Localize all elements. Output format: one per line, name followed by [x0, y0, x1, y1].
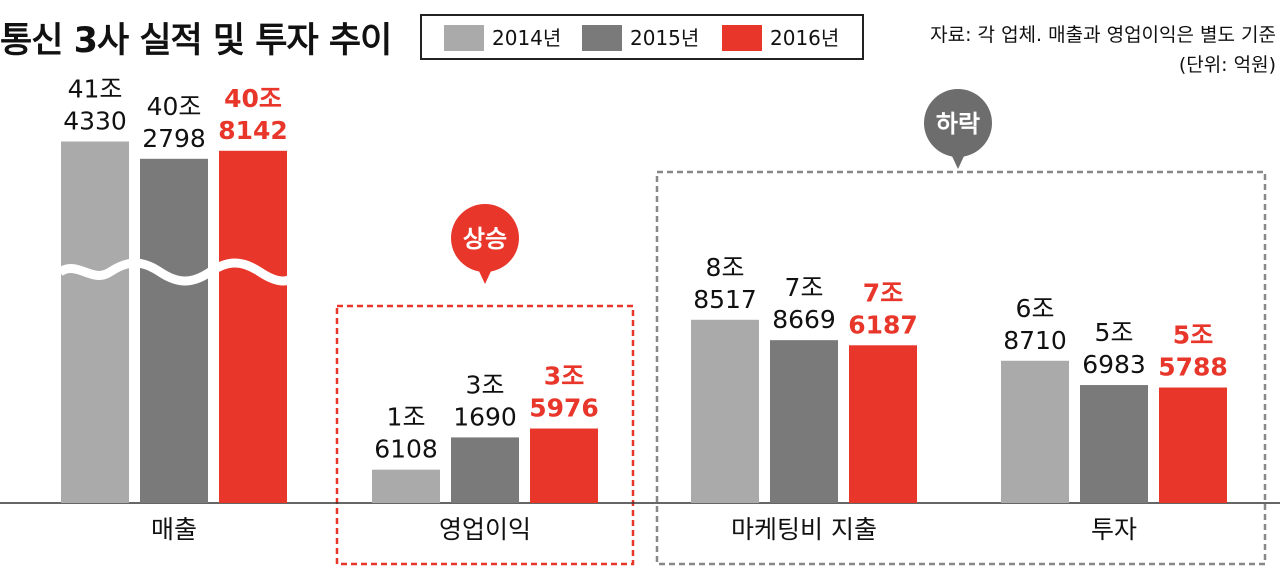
data-label-value-2014년-영업이익: 6108 — [374, 435, 438, 464]
data-label-unit-2016년-마케팅비 지출: 7조 — [863, 278, 903, 307]
data-label-value-2016년-투자: 5788 — [1158, 353, 1228, 382]
legend-swatch-2014 — [444, 25, 484, 51]
data-label-value-2014년-매출: 4330 — [63, 107, 127, 136]
data-label-value-2016년-마케팅비 지출: 6187 — [848, 310, 918, 339]
data-label-value-2016년-매출: 8142 — [218, 116, 288, 145]
unit-line: (단위: 억원) — [1178, 54, 1276, 76]
callout-down-circle — [924, 89, 992, 157]
category-label-매출: 매출 — [151, 515, 197, 544]
bar-2015년-매출 — [140, 158, 208, 504]
bar-2016년-매출 — [219, 150, 287, 504]
chart-title: 통신 3사 실적 및 투자 추이 — [0, 21, 392, 61]
legend-label-2015: 2015년 — [630, 26, 700, 50]
source-line: 자료: 각 업체. 매출과 영업이익은 별도 기준 — [930, 24, 1276, 46]
data-label-value-2015년-투자: 6983 — [1082, 350, 1146, 379]
data-label-value-2016년-영업이익: 5976 — [529, 394, 599, 423]
category-label-마케팅비 지출: 마케팅비 지출 — [731, 515, 877, 544]
data-label-unit-2014년-매출: 41조 — [68, 75, 123, 104]
data-label-unit-2015년-영업이익: 3조 — [466, 370, 505, 399]
bar-2016년-마케팅비 지출 — [849, 345, 917, 503]
bar-2015년-영업이익 — [451, 437, 519, 503]
legend-swatch-2016 — [722, 25, 762, 51]
data-label-value-2015년-매출: 2798 — [142, 124, 206, 153]
callout-up-text: 상승 — [463, 225, 507, 253]
data-label-unit-2015년-매출: 40조 — [147, 92, 202, 121]
data-label-unit-2014년-마케팅비 지출: 8조 — [706, 253, 745, 282]
bar-2014년-마케팅비 지출 — [691, 319, 759, 503]
bar-2015년-마케팅비 지출 — [770, 340, 838, 503]
operating-profit-highlight-box — [335, 304, 635, 566]
bar-2016년-영업이익 — [530, 428, 598, 503]
callout-up-circle — [451, 204, 519, 272]
legend-swatch-2015 — [582, 25, 622, 51]
data-label-unit-2014년-투자: 6조 — [1016, 294, 1055, 323]
data-label-unit-2016년-매출: 40조 — [224, 84, 282, 113]
bar-2014년-투자 — [1001, 360, 1069, 503]
legend-label-2014: 2014년 — [492, 26, 562, 50]
bar-2016년-투자 — [1159, 387, 1227, 503]
data-label-value-2014년-투자: 8710 — [1003, 326, 1067, 355]
callout-down-text: 하락 — [936, 110, 980, 138]
data-label-unit-2015년-마케팅비 지출: 7조 — [785, 273, 824, 302]
bar-2015년-투자 — [1080, 385, 1148, 503]
marketing-investment-highlight-box — [655, 170, 1267, 566]
data-label-unit-2015년-투자: 5조 — [1095, 318, 1134, 347]
data-label-value-2014년-마케팅비 지출: 8517 — [693, 285, 757, 314]
data-label-value-2015년-영업이익: 1690 — [453, 402, 517, 431]
legend: 2014년 2015년 2016년 — [420, 14, 864, 60]
callout-up-pointer — [478, 269, 492, 284]
source-note: 자료: 각 업체. 매출과 영업이익은 별도 기준 (단위: 억원) — [930, 20, 1276, 80]
legend-label-2016: 2016년 — [770, 26, 840, 50]
data-label-unit-2014년-영업이익: 1조 — [387, 403, 426, 432]
category-label-투자: 투자 — [1091, 515, 1137, 544]
data-label-unit-2016년-투자: 5조 — [1173, 321, 1213, 350]
category-label-영업이익: 영업이익 — [439, 515, 531, 544]
bar-2014년-영업이익 — [372, 469, 440, 503]
callout-down-pointer — [951, 154, 965, 169]
data-label-value-2015년-마케팅비 지출: 8669 — [772, 305, 836, 334]
bar-2014년-매출 — [61, 141, 129, 503]
data-label-unit-2016년-영업이익: 3조 — [544, 362, 584, 391]
axis-break-wave — [57, 258, 300, 286]
